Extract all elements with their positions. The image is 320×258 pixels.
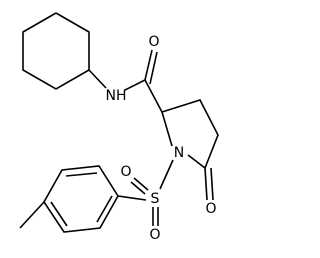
bond <box>204 167 208 201</box>
structure: O NH N S O O O <box>19 12 219 243</box>
bond <box>144 49 153 81</box>
bond <box>144 79 163 113</box>
bond <box>159 159 174 190</box>
bond <box>117 195 147 201</box>
bond <box>50 201 68 227</box>
atom-label: O <box>149 227 160 243</box>
pyrrolidine <box>161 99 219 170</box>
bond <box>19 201 45 229</box>
atom-label: O <box>205 201 216 217</box>
bond <box>133 177 149 191</box>
atom-label: N <box>174 145 184 161</box>
atom-label: NH <box>106 88 127 104</box>
bond <box>65 172 98 177</box>
benzene <box>43 165 119 233</box>
bond <box>88 69 107 89</box>
bond <box>130 181 146 195</box>
atom-label: O <box>148 34 159 50</box>
atom-label: S <box>151 191 160 207</box>
bond <box>96 195 113 223</box>
atom-label: O <box>120 164 131 180</box>
cyclohexane <box>22 12 90 90</box>
bond <box>124 79 146 91</box>
bond <box>210 167 214 201</box>
bond <box>149 51 158 85</box>
